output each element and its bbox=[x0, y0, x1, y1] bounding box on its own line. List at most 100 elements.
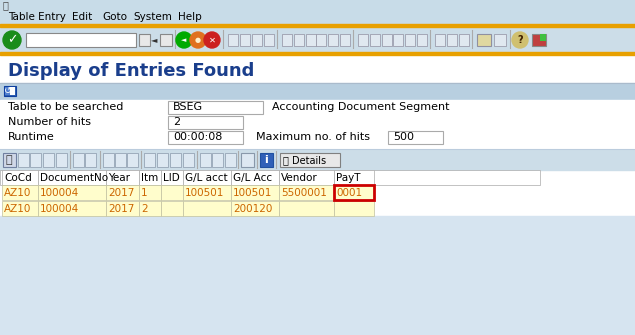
Text: Number of hits: Number of hits bbox=[8, 117, 91, 127]
Text: AZ10: AZ10 bbox=[4, 204, 31, 214]
Bar bbox=[38, 185, 106, 200]
Bar bbox=[38, 170, 106, 185]
Bar bbox=[459, 34, 469, 46]
Bar bbox=[157, 153, 168, 167]
Text: 100501: 100501 bbox=[185, 188, 224, 198]
Bar bbox=[0, 24, 635, 27]
Text: ⌕: ⌕ bbox=[6, 155, 12, 165]
Bar bbox=[306, 34, 316, 46]
Bar bbox=[3, 153, 16, 167]
Bar bbox=[200, 153, 211, 167]
Circle shape bbox=[176, 32, 192, 48]
Text: ✕: ✕ bbox=[208, 36, 215, 45]
Bar bbox=[279, 170, 334, 185]
Bar bbox=[417, 34, 427, 46]
Bar bbox=[183, 201, 231, 216]
Bar bbox=[494, 34, 506, 46]
Bar bbox=[282, 34, 292, 46]
Bar bbox=[316, 34, 326, 46]
Bar bbox=[228, 34, 238, 46]
Bar bbox=[2, 201, 38, 216]
Circle shape bbox=[512, 32, 528, 48]
Bar bbox=[294, 34, 304, 46]
Text: i: i bbox=[264, 155, 268, 165]
Bar bbox=[168, 116, 243, 129]
Bar bbox=[144, 153, 155, 167]
Bar bbox=[225, 153, 236, 167]
Text: ◄: ◄ bbox=[182, 37, 187, 43]
Text: G/L acct: G/L acct bbox=[185, 173, 227, 183]
Text: ◄: ◄ bbox=[150, 36, 157, 45]
Bar bbox=[85, 153, 96, 167]
Bar bbox=[435, 34, 445, 46]
Text: LID: LID bbox=[163, 173, 180, 183]
Text: 5500001: 5500001 bbox=[281, 188, 327, 198]
Bar bbox=[160, 34, 172, 46]
Bar bbox=[56, 153, 67, 167]
Bar bbox=[18, 153, 29, 167]
Bar bbox=[340, 34, 350, 46]
Text: 200120: 200120 bbox=[233, 204, 272, 214]
Bar bbox=[279, 201, 334, 216]
Bar bbox=[170, 153, 181, 167]
Bar bbox=[260, 153, 273, 167]
Text: Itm: Itm bbox=[141, 173, 158, 183]
Bar bbox=[183, 153, 194, 167]
Bar bbox=[4, 86, 16, 96]
Bar bbox=[212, 153, 223, 167]
Bar bbox=[139, 201, 161, 216]
Bar bbox=[2, 170, 38, 185]
Bar bbox=[0, 150, 635, 170]
Bar bbox=[358, 34, 368, 46]
Bar bbox=[231, 170, 279, 185]
Text: AZ10: AZ10 bbox=[4, 188, 31, 198]
Bar bbox=[264, 34, 274, 46]
Bar bbox=[382, 34, 392, 46]
Text: CoCd: CoCd bbox=[4, 173, 32, 183]
Bar bbox=[106, 170, 139, 185]
Bar bbox=[161, 185, 183, 200]
Text: Display of Entries Found: Display of Entries Found bbox=[8, 62, 255, 80]
Bar bbox=[328, 34, 338, 46]
Bar bbox=[447, 34, 457, 46]
Bar bbox=[168, 101, 263, 114]
Bar bbox=[26, 33, 136, 47]
Bar bbox=[0, 100, 635, 138]
Bar bbox=[161, 170, 183, 185]
Bar bbox=[0, 0, 635, 10]
Bar bbox=[0, 170, 540, 185]
Bar bbox=[139, 170, 161, 185]
Text: 100501: 100501 bbox=[233, 188, 272, 198]
Bar bbox=[0, 83, 635, 99]
Bar bbox=[183, 170, 231, 185]
Bar bbox=[388, 131, 443, 144]
Bar bbox=[43, 153, 54, 167]
Text: 2: 2 bbox=[141, 204, 147, 214]
Bar bbox=[334, 185, 374, 200]
Bar bbox=[252, 34, 262, 46]
Text: 1: 1 bbox=[141, 188, 147, 198]
Bar bbox=[139, 34, 150, 46]
Text: ⎗: ⎗ bbox=[3, 0, 9, 10]
Text: Goto: Goto bbox=[102, 12, 127, 22]
Text: Runtime: Runtime bbox=[8, 132, 55, 142]
Text: Table Entry: Table Entry bbox=[8, 12, 66, 22]
Text: DocumentNo: DocumentNo bbox=[40, 173, 108, 183]
Bar bbox=[334, 185, 374, 200]
Bar bbox=[334, 201, 374, 216]
Text: 500: 500 bbox=[393, 132, 414, 142]
Bar bbox=[231, 185, 279, 200]
Text: PayT: PayT bbox=[336, 173, 361, 183]
Bar bbox=[168, 131, 243, 144]
Bar bbox=[183, 185, 231, 200]
Bar bbox=[38, 201, 106, 216]
Text: Accounting Document Segment: Accounting Document Segment bbox=[272, 102, 450, 112]
Text: 2017: 2017 bbox=[108, 188, 135, 198]
Bar bbox=[393, 34, 403, 46]
Bar bbox=[279, 185, 334, 200]
Text: 100004: 100004 bbox=[40, 188, 79, 198]
Text: Table to be searched: Table to be searched bbox=[8, 102, 123, 112]
Bar bbox=[240, 34, 250, 46]
Text: 100004: 100004 bbox=[40, 204, 79, 214]
Bar bbox=[10, 87, 15, 95]
